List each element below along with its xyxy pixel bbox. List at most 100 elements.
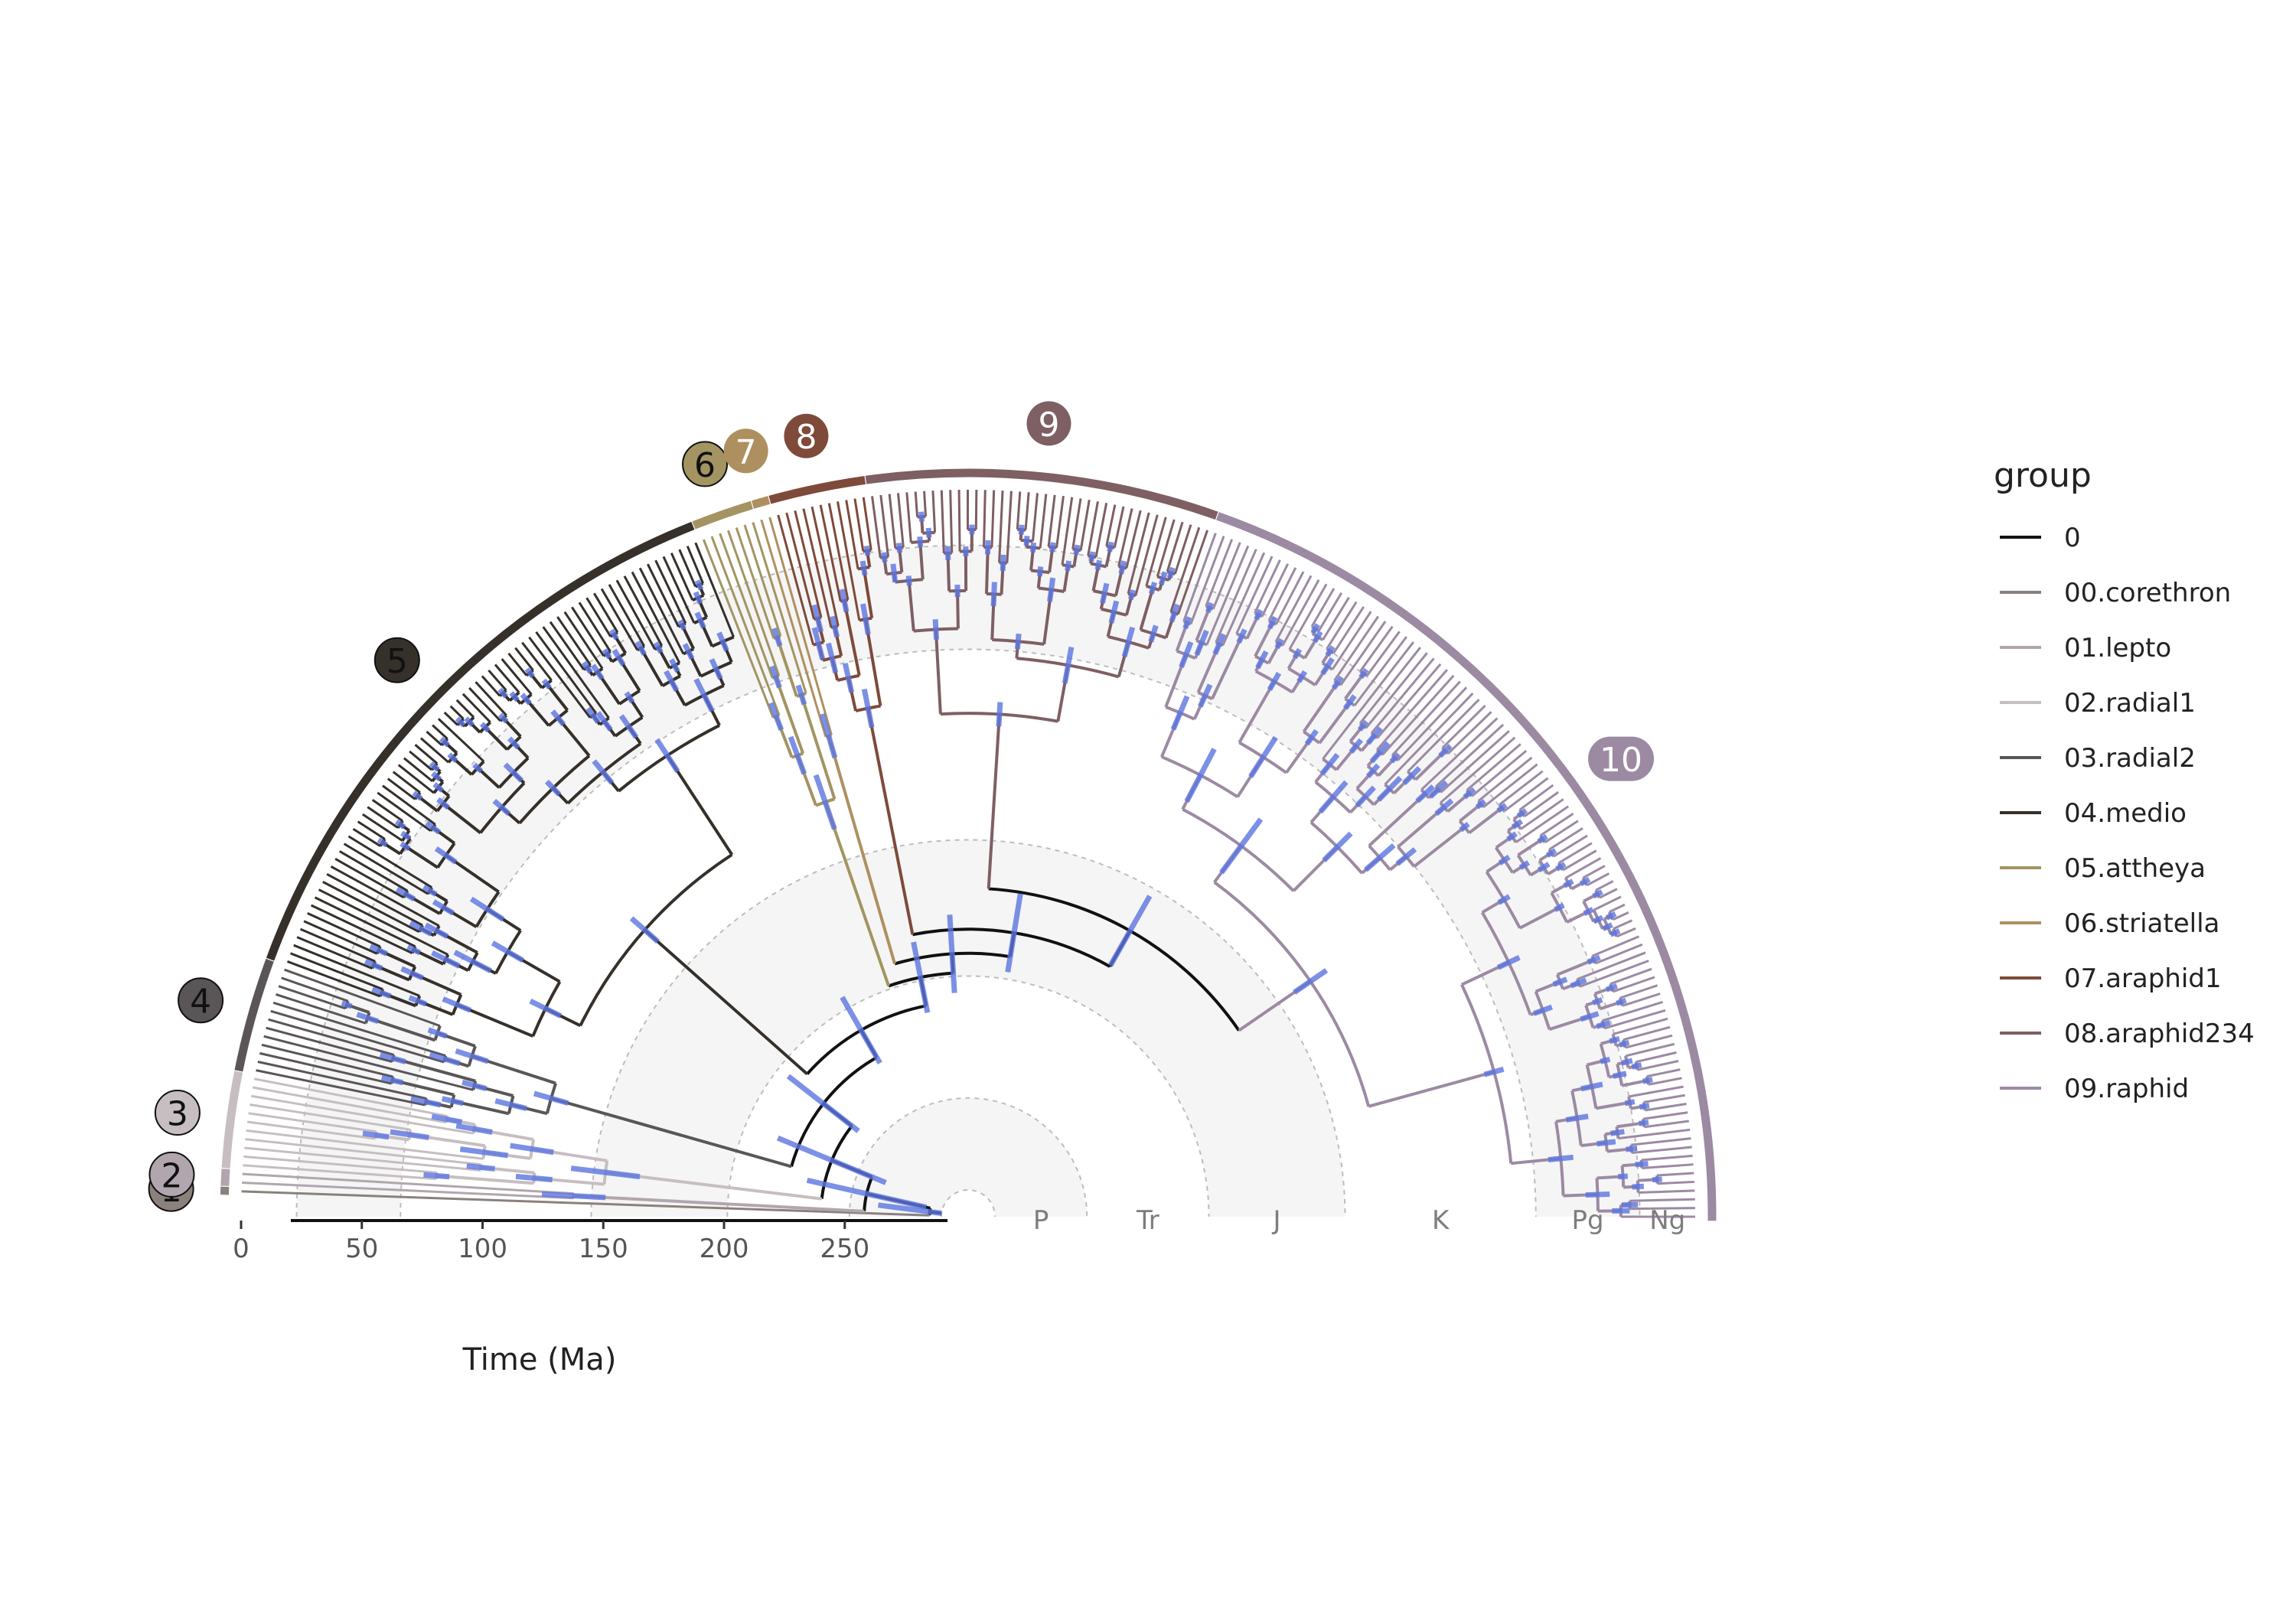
age-interval [826,642,839,673]
tip-branch [1609,903,1626,914]
age-interval [1639,1120,1649,1126]
tip-branch [1631,1137,1691,1146]
age-interval [905,575,912,586]
legend-label: 08.araphid234 [2064,1019,2255,1049]
tip-branch [1515,805,1570,843]
age-interval [1518,860,1531,870]
tip-branch [600,588,639,651]
tip-branch [845,500,859,569]
tip-branch [278,985,346,1010]
age-interval [1592,889,1603,899]
tip-branch [631,571,681,663]
tip-branch [1648,1077,1682,1086]
age-interval [776,1135,887,1185]
tip-branch [694,542,735,638]
clade-badge: 3 [154,1090,201,1136]
age-interval [595,711,613,732]
clade-badge: 7 [723,429,768,474]
internal-branch [1139,587,1155,631]
tip-branch [263,1035,474,1091]
age-interval [524,667,535,679]
tip-branch [615,579,657,650]
tip-branch [248,1112,377,1133]
age-interval [1148,582,1157,595]
age-interval [1497,894,1511,905]
age-interval [693,677,715,712]
era-bands [296,545,1640,1217]
age-interval [1248,735,1278,778]
clade-arc [692,500,753,530]
tip-branch [949,490,954,553]
age-interval [515,1173,553,1183]
age-interval [410,1096,442,1108]
age-interval [1325,645,1336,657]
tip-branch [314,896,416,948]
age-interval [840,996,882,1065]
age-interval [461,1079,488,1092]
tip-branch [296,936,373,970]
tip-branch [556,616,592,666]
internal-branch [1368,1070,1495,1108]
age-interval [682,643,695,660]
internal-branch [436,1174,534,1185]
tip-branch [1645,1102,1687,1112]
internal-branch [392,1057,476,1083]
tip-branch [888,494,897,549]
tip-branch [638,567,685,655]
age-interval [1205,601,1215,614]
tip-branch [862,497,872,551]
tip-branch [1613,919,1633,931]
tip-branch [1212,542,1241,610]
tip-branch [299,927,376,963]
age-interval [1118,560,1127,575]
tip-branch [1288,583,1328,650]
legend-item: 00.corethron [2000,578,2231,608]
internal-branch [666,755,734,856]
age-interval [395,886,416,901]
age-interval [1292,647,1303,660]
internal-branch [1556,958,1595,976]
tip-branch [443,711,458,726]
era-label: Pg [1572,1205,1604,1236]
clade-arcs: 12345678910 [148,401,1717,1221]
age-interval [1296,670,1308,683]
clade-arc [768,475,866,504]
age-interval [1320,657,1335,676]
legend-items: 0 00.corethron 01.lepto 02.radial1 03.radial… [2000,523,2255,1104]
age-interval [400,830,412,841]
tip-branch [1267,567,1297,621]
age-interval [811,627,826,660]
clade-number: 9 [1038,406,1059,445]
era-labels: P Tr J K Pg Ng [1033,1205,1685,1236]
age-interval [1170,695,1190,731]
tip-branch [1564,857,1602,879]
internal-branch [1254,621,1274,657]
tip-branch [810,506,840,627]
tip-branch [686,546,704,584]
tip-branch [670,553,694,601]
tip-branch [392,771,421,794]
age-interval [423,1172,450,1180]
age-interval [453,950,492,973]
tip-branch [940,490,945,553]
age-interval [1364,843,1396,872]
age-interval [541,678,553,690]
tip-branch [261,1043,393,1078]
tip-branch [1446,711,1492,755]
age-interval [533,1090,569,1106]
age-interval [544,779,562,797]
age-interval [1635,1161,1649,1168]
age-interval [1342,694,1357,710]
internal-branch [827,735,896,964]
tip-branch [507,652,528,676]
tip-branch [1331,611,1372,670]
axis-title: Time (Ma) [462,1342,617,1377]
clade-arc [865,468,1218,520]
tip-branch [437,718,485,763]
axis-tick-label: 50 [345,1234,378,1264]
tip-branch [322,881,420,933]
age-interval [1585,1191,1610,1198]
internal-branch [1519,906,1561,930]
age-interval [520,693,532,706]
